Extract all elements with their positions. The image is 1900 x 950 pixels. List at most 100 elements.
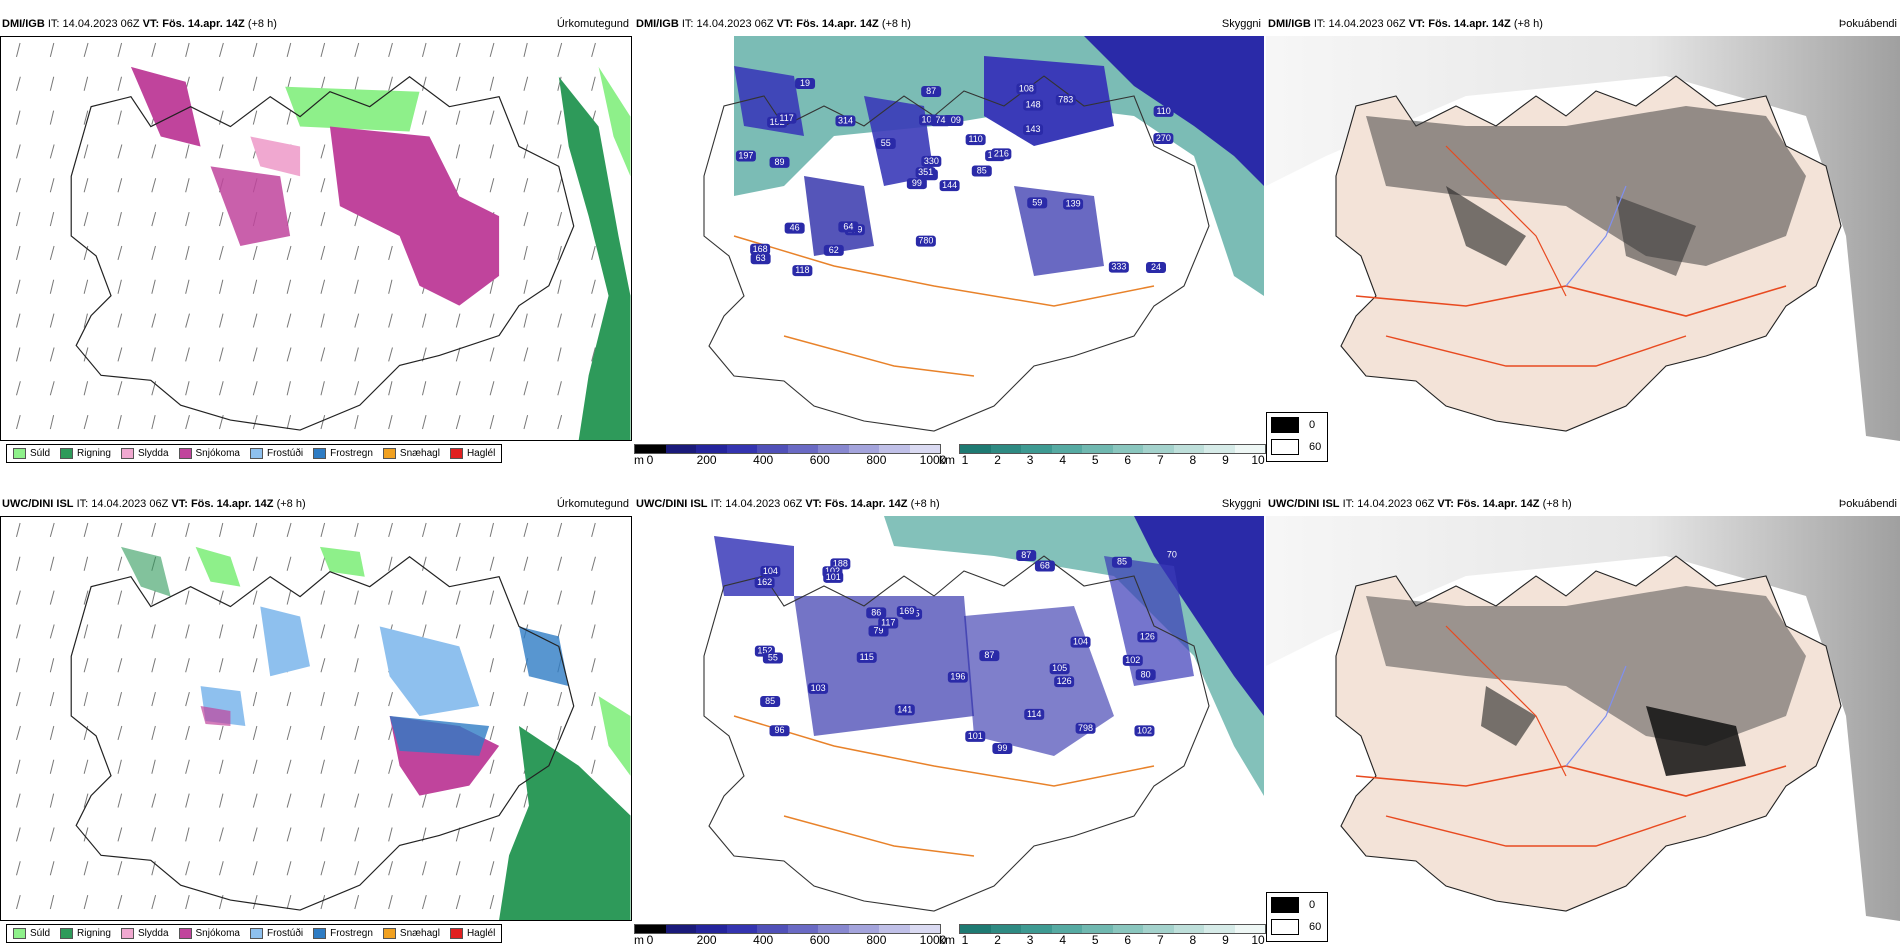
wind-barb — [591, 42, 596, 58]
wind-barb — [218, 725, 224, 741]
visibility-colorbar — [959, 924, 1266, 934]
wind-barb — [185, 522, 190, 538]
wind-barb — [252, 725, 258, 741]
ceiling-value-label: 55 — [768, 652, 778, 662]
colorbar-tick-label: 8 — [1189, 933, 1197, 947]
wind-barb — [286, 42, 292, 58]
wind-barb — [320, 381, 325, 396]
wind-barb — [455, 414, 461, 430]
wind-barb — [185, 624, 190, 639]
wind-barb — [49, 245, 55, 261]
colorbar-swatch — [696, 925, 727, 933]
ceiling-bubble — [784, 222, 805, 234]
wind-barb — [523, 144, 529, 159]
colorbar-swatch — [1143, 925, 1174, 933]
colorbar-swatch — [1021, 925, 1052, 933]
ceiling-value-label: 110 — [968, 134, 982, 144]
wind-barb — [16, 178, 21, 193]
ceiling-bubble — [1027, 197, 1048, 209]
wind-barb — [49, 313, 55, 328]
colorbar-tick-label: 1 — [961, 453, 969, 467]
colorbar-swatch — [1234, 925, 1265, 933]
legend-item: Snæhagl — [382, 928, 440, 939]
wind-barb — [320, 347, 326, 362]
wind-barb — [557, 110, 562, 125]
colorbar-tick-label: 2 — [994, 453, 1001, 467]
panel-type-label: Þokuábendi — [1838, 18, 1897, 30]
wind-barb — [354, 347, 359, 362]
wind-barb — [49, 861, 55, 876]
ceiling-bubble — [1054, 676, 1075, 688]
wind-barb — [49, 556, 55, 571]
wind-barb — [117, 110, 122, 125]
wind-barb — [16, 381, 21, 396]
wind-barb — [151, 590, 156, 605]
wind-barb — [185, 793, 190, 808]
wind-barb — [252, 76, 258, 91]
legend-item: Frostregn — [313, 928, 373, 939]
ceiling-map: 1051029618814579885688699162152104102141… — [634, 516, 1264, 921]
colorbar-swatch — [818, 925, 849, 933]
wind-barb — [421, 590, 427, 605]
wind-barb — [523, 381, 529, 396]
ceiling-value-label: 87 — [926, 86, 936, 96]
wind-barb — [218, 793, 224, 808]
wind-barb — [354, 692, 359, 707]
wind-barb — [354, 759, 360, 774]
ceiling-value-label: 126 — [1140, 631, 1155, 641]
wind-barb — [421, 110, 427, 125]
ceiling-value-label: 108 — [1019, 83, 1034, 93]
wind-barb — [557, 590, 563, 605]
wind-barb — [49, 347, 55, 362]
wind-barb — [16, 725, 21, 741]
wind-barb — [523, 313, 528, 328]
wind-barb — [286, 522, 292, 538]
wind-barb — [557, 42, 563, 58]
colorbar-tick-label: 6 — [1124, 933, 1132, 947]
colorbar-swatch — [879, 445, 910, 453]
wind-barb — [455, 144, 461, 159]
wind-barb — [455, 793, 461, 808]
wind-barb — [286, 313, 292, 328]
wind-barb — [557, 279, 562, 294]
wind-barb — [421, 76, 427, 91]
ceiling-panel-1: DMI/IGB IT: 14.04.2023 06Z VT: Fös. 14.a… — [634, 12, 1266, 467]
wind-barb — [388, 556, 393, 571]
wind-barb — [591, 76, 596, 91]
wind-barb — [16, 827, 21, 842]
ceiling-bubble — [930, 115, 951, 127]
wind-barb — [489, 76, 495, 91]
wind-barb — [117, 861, 123, 876]
wind-barb — [421, 793, 427, 808]
colorbar-swatch — [990, 445, 1021, 453]
wind-barb — [151, 692, 156, 707]
wind-barb — [49, 42, 55, 58]
wind-barb — [286, 692, 292, 707]
ceiling-bubble — [979, 650, 1000, 662]
colorbar-tick-label: 0 — [646, 933, 654, 947]
ceiling-value-label: 783 — [1058, 94, 1073, 104]
wind-barb — [489, 556, 495, 571]
ceiling-bubble — [735, 150, 756, 162]
ceiling-value-label: 141 — [897, 704, 912, 714]
ceiling-value-label: 351 — [918, 167, 933, 177]
wind-barb — [489, 381, 495, 396]
ceiling-bubble — [1134, 725, 1155, 737]
colorbar-tick-label: 600 — [809, 933, 830, 947]
colorbar-tick-label: 6 — [1124, 453, 1132, 467]
ceiling-value-label: 96 — [775, 725, 785, 735]
wind-barb — [151, 178, 157, 193]
ceiling-bubble — [1135, 669, 1156, 681]
wind-barb — [83, 827, 89, 842]
ceiling-value-label: 169 — [899, 606, 914, 616]
fog-legend-item: 0 — [1271, 897, 1315, 913]
wind-barb — [218, 42, 224, 58]
legend-item: Haglél — [449, 448, 495, 459]
wind-barb — [218, 347, 224, 362]
wind-barb — [320, 624, 326, 639]
wind-barb — [117, 144, 123, 159]
ceiling-value-label: 80 — [1141, 669, 1151, 679]
panel-type-label: Skyggni — [1221, 498, 1261, 510]
wind-barb — [523, 178, 529, 193]
wind-barb — [489, 793, 495, 808]
